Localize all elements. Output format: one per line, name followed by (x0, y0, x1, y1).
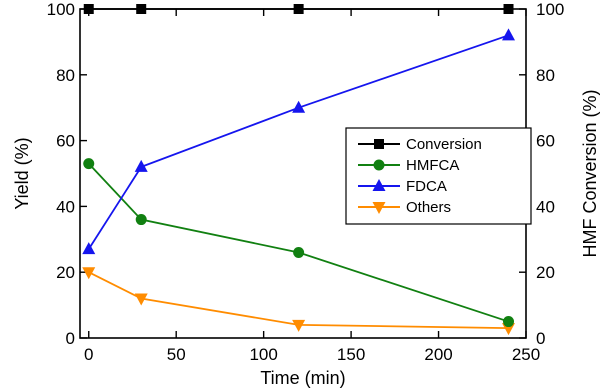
y-tick-label: 60 (56, 132, 75, 151)
data-point (502, 28, 516, 41)
y-tick-label: 80 (56, 66, 75, 85)
x-axis-title: Time (min) (260, 368, 345, 388)
x-tick-label: 0 (84, 345, 93, 364)
x-tick-label: 250 (512, 345, 540, 364)
data-point (134, 159, 148, 172)
x-tick-label: 50 (167, 345, 186, 364)
data-point (136, 4, 147, 14)
legend-entry: Others (358, 199, 451, 216)
data-point (293, 4, 304, 14)
series-conversion (83, 4, 514, 14)
x-tick-label: 150 (337, 345, 365, 364)
legend-marker (374, 139, 384, 149)
data-point (82, 267, 96, 280)
y2-tick-label: 80 (536, 66, 555, 85)
series-others (82, 267, 516, 336)
series-line (87, 34, 509, 250)
data-point (502, 323, 516, 336)
y2-tick-label: 60 (536, 132, 555, 151)
legend-marker (372, 202, 386, 214)
y2-tick-label: 20 (536, 263, 555, 282)
y2-tick-label: 40 (536, 197, 555, 216)
legend-marker (373, 159, 385, 171)
data-point (83, 158, 95, 170)
series-line (88, 163, 509, 323)
legend-entry: HMFCA (358, 157, 459, 174)
legend-label: HMFCA (406, 157, 459, 174)
x-tick-label: 200 (424, 345, 452, 364)
y2-axis-title: HMF Conversion (%) (580, 89, 600, 257)
data-point (83, 4, 94, 14)
data-point (292, 319, 306, 332)
series-layer (82, 4, 516, 336)
series-line (88, 271, 509, 330)
data-point (503, 316, 515, 328)
legend-label: FDCA (406, 178, 447, 195)
legend: Conversion HMFCA FDCA Others (345, 127, 532, 225)
series-fdca (82, 28, 516, 255)
data-point (293, 246, 305, 258)
data-point (503, 4, 514, 14)
y-tick-label: 0 (66, 329, 75, 348)
legend-label: Others (406, 199, 451, 216)
x-tick-label: 100 (249, 345, 277, 364)
legend-entry: FDCA (358, 178, 447, 195)
y-tick-label: 100 (47, 0, 75, 19)
data-point (134, 293, 148, 306)
y-tick-label: 20 (56, 263, 75, 282)
legend-label: Conversion (406, 136, 482, 153)
data-point (135, 214, 147, 226)
y2-tick-label: 100 (536, 0, 564, 19)
y-axis-title: Yield (%) (12, 137, 32, 209)
data-point (292, 100, 306, 113)
series-hmfca (83, 158, 515, 328)
legend-entry: Conversion (358, 136, 482, 153)
y-tick-label: 40 (56, 197, 75, 216)
y2-tick-label: 0 (536, 329, 545, 348)
legend-marker (372, 179, 386, 191)
data-point (82, 242, 96, 255)
